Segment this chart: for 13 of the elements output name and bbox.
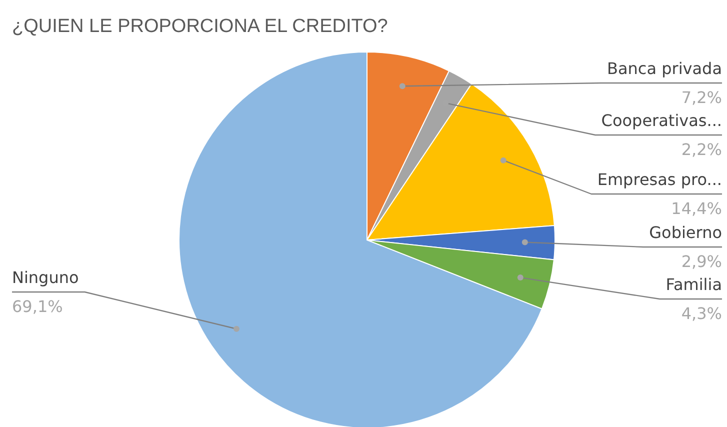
- slice-label: Gobierno: [649, 223, 722, 242]
- data-label: 2,2%: [681, 140, 722, 159]
- data-label: 14,4%: [671, 199, 722, 218]
- data-label: 7,2%: [681, 88, 722, 107]
- slice-label: Familia: [666, 275, 722, 294]
- slice-label: Cooperativas...: [601, 111, 722, 130]
- slice-label: Banca privada: [606, 59, 722, 78]
- chart-title: ¿QUIEN LE PROPORCIONA EL CREDITO?: [12, 16, 388, 37]
- slice-label: Ninguno: [12, 268, 79, 287]
- data-label: 69,1%: [12, 297, 63, 316]
- data-label: 4,3%: [681, 304, 722, 323]
- slice-label: Empresas pro...: [597, 170, 722, 189]
- data-label: 2,9%: [681, 252, 722, 271]
